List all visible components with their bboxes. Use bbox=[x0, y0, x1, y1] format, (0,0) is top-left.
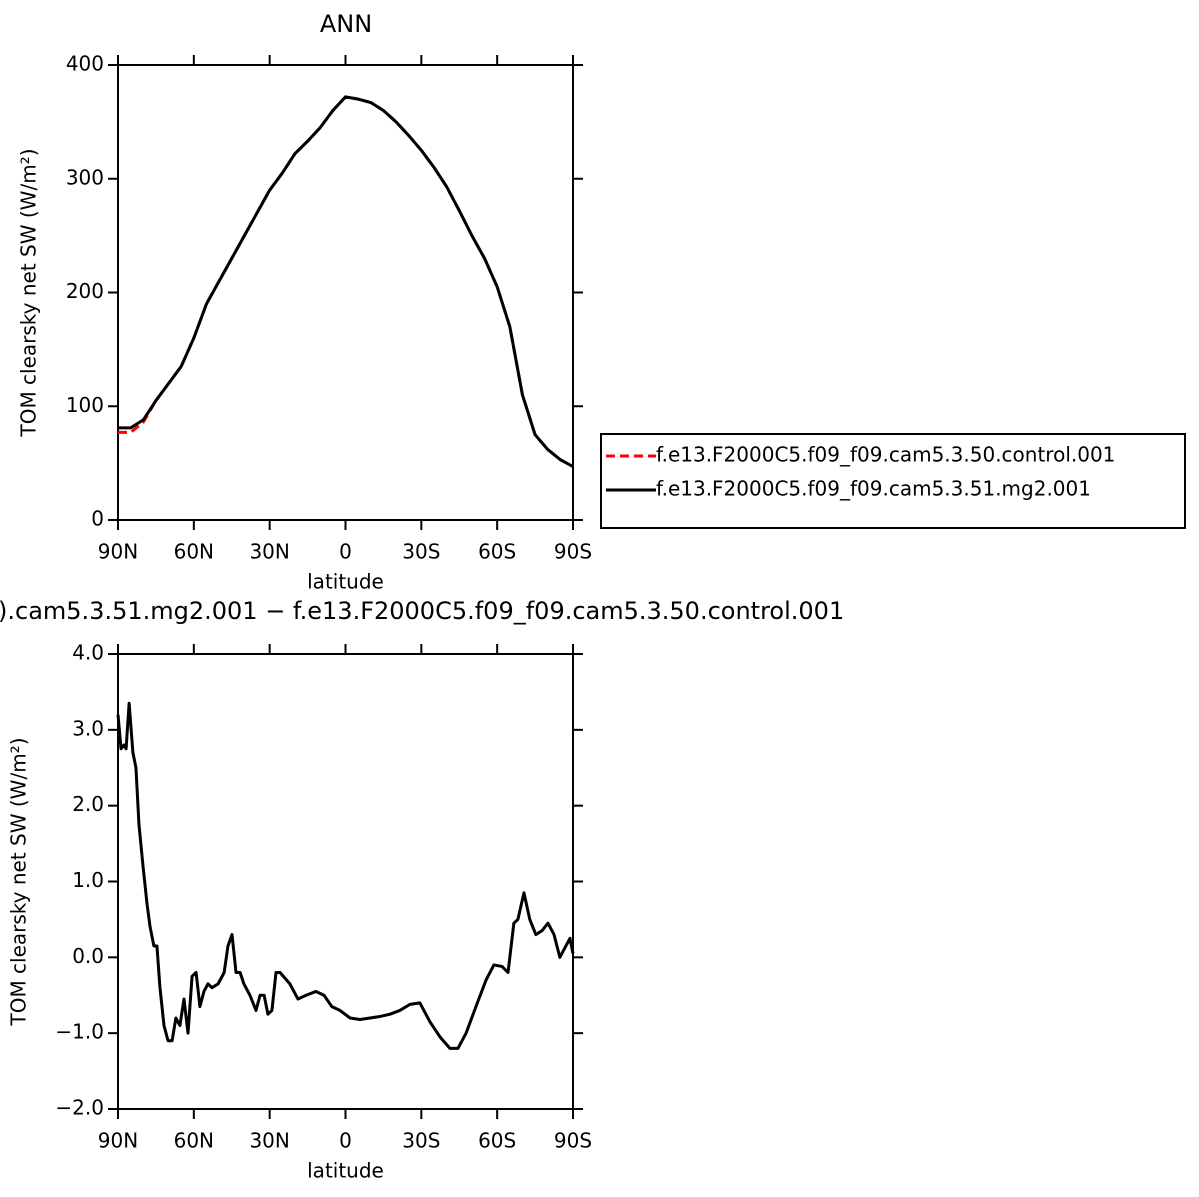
y-tick-label: −2.0 bbox=[55, 1096, 104, 1120]
legend-box bbox=[600, 433, 1186, 529]
chart-title: ).cam5.3.51.mg2.001 − f.e13.F2000C5.f09_… bbox=[0, 597, 844, 625]
plot-frame bbox=[117, 64, 574, 521]
y-tick-label: 4.0 bbox=[72, 641, 104, 665]
x-tick-label: 90S bbox=[554, 1129, 592, 1153]
x-tick-label: 30S bbox=[402, 540, 440, 564]
y-tick-label: 0 bbox=[91, 507, 104, 531]
x-tick-label: 60S bbox=[478, 1129, 516, 1153]
x-tick-label: 90N bbox=[98, 540, 138, 564]
y-tick-label: 1.0 bbox=[72, 868, 104, 892]
legend-label: f.e13.F2000C5.f09_f09.cam5.3.50.control.… bbox=[656, 443, 1115, 467]
x-tick-label: 30N bbox=[249, 540, 289, 564]
x-tick-label: 0 bbox=[339, 540, 352, 564]
x-tick-label: 30N bbox=[249, 1129, 289, 1153]
y-tick-label: 200 bbox=[66, 279, 104, 303]
x-axis-label: latitude bbox=[307, 570, 384, 594]
x-axis-label: latitude bbox=[307, 1159, 384, 1183]
chart-title: ANN bbox=[320, 10, 372, 38]
y-axis-label: TOM clearsky net SW (W/m²) bbox=[7, 737, 31, 1026]
x-tick-label: 90S bbox=[554, 540, 592, 564]
x-tick-label: 60S bbox=[478, 540, 516, 564]
data-line bbox=[116, 701, 575, 1050]
y-tick-label: −1.0 bbox=[55, 1020, 104, 1044]
x-tick-label: 60N bbox=[174, 540, 214, 564]
data-line bbox=[118, 95, 574, 468]
x-tick-label: 90N bbox=[98, 1129, 138, 1153]
y-tick-label: 100 bbox=[66, 393, 104, 417]
y-tick-label: 400 bbox=[66, 52, 104, 76]
y-tick-label: 3.0 bbox=[72, 716, 104, 740]
y-tick-label: 0.0 bbox=[72, 944, 104, 968]
plot-frame bbox=[117, 653, 574, 1110]
x-tick-label: 0 bbox=[339, 1129, 352, 1153]
legend-label: f.e13.F2000C5.f09_f09.cam5.3.51.mg2.001 bbox=[656, 477, 1091, 501]
data-line bbox=[118, 95, 574, 468]
x-tick-label: 60N bbox=[174, 1129, 214, 1153]
y-tick-label: 2.0 bbox=[72, 792, 104, 816]
y-tick-label: 300 bbox=[66, 165, 104, 189]
x-tick-label: 30S bbox=[402, 1129, 440, 1153]
y-axis-label: TOM clearsky net SW (W/m²) bbox=[17, 148, 41, 437]
